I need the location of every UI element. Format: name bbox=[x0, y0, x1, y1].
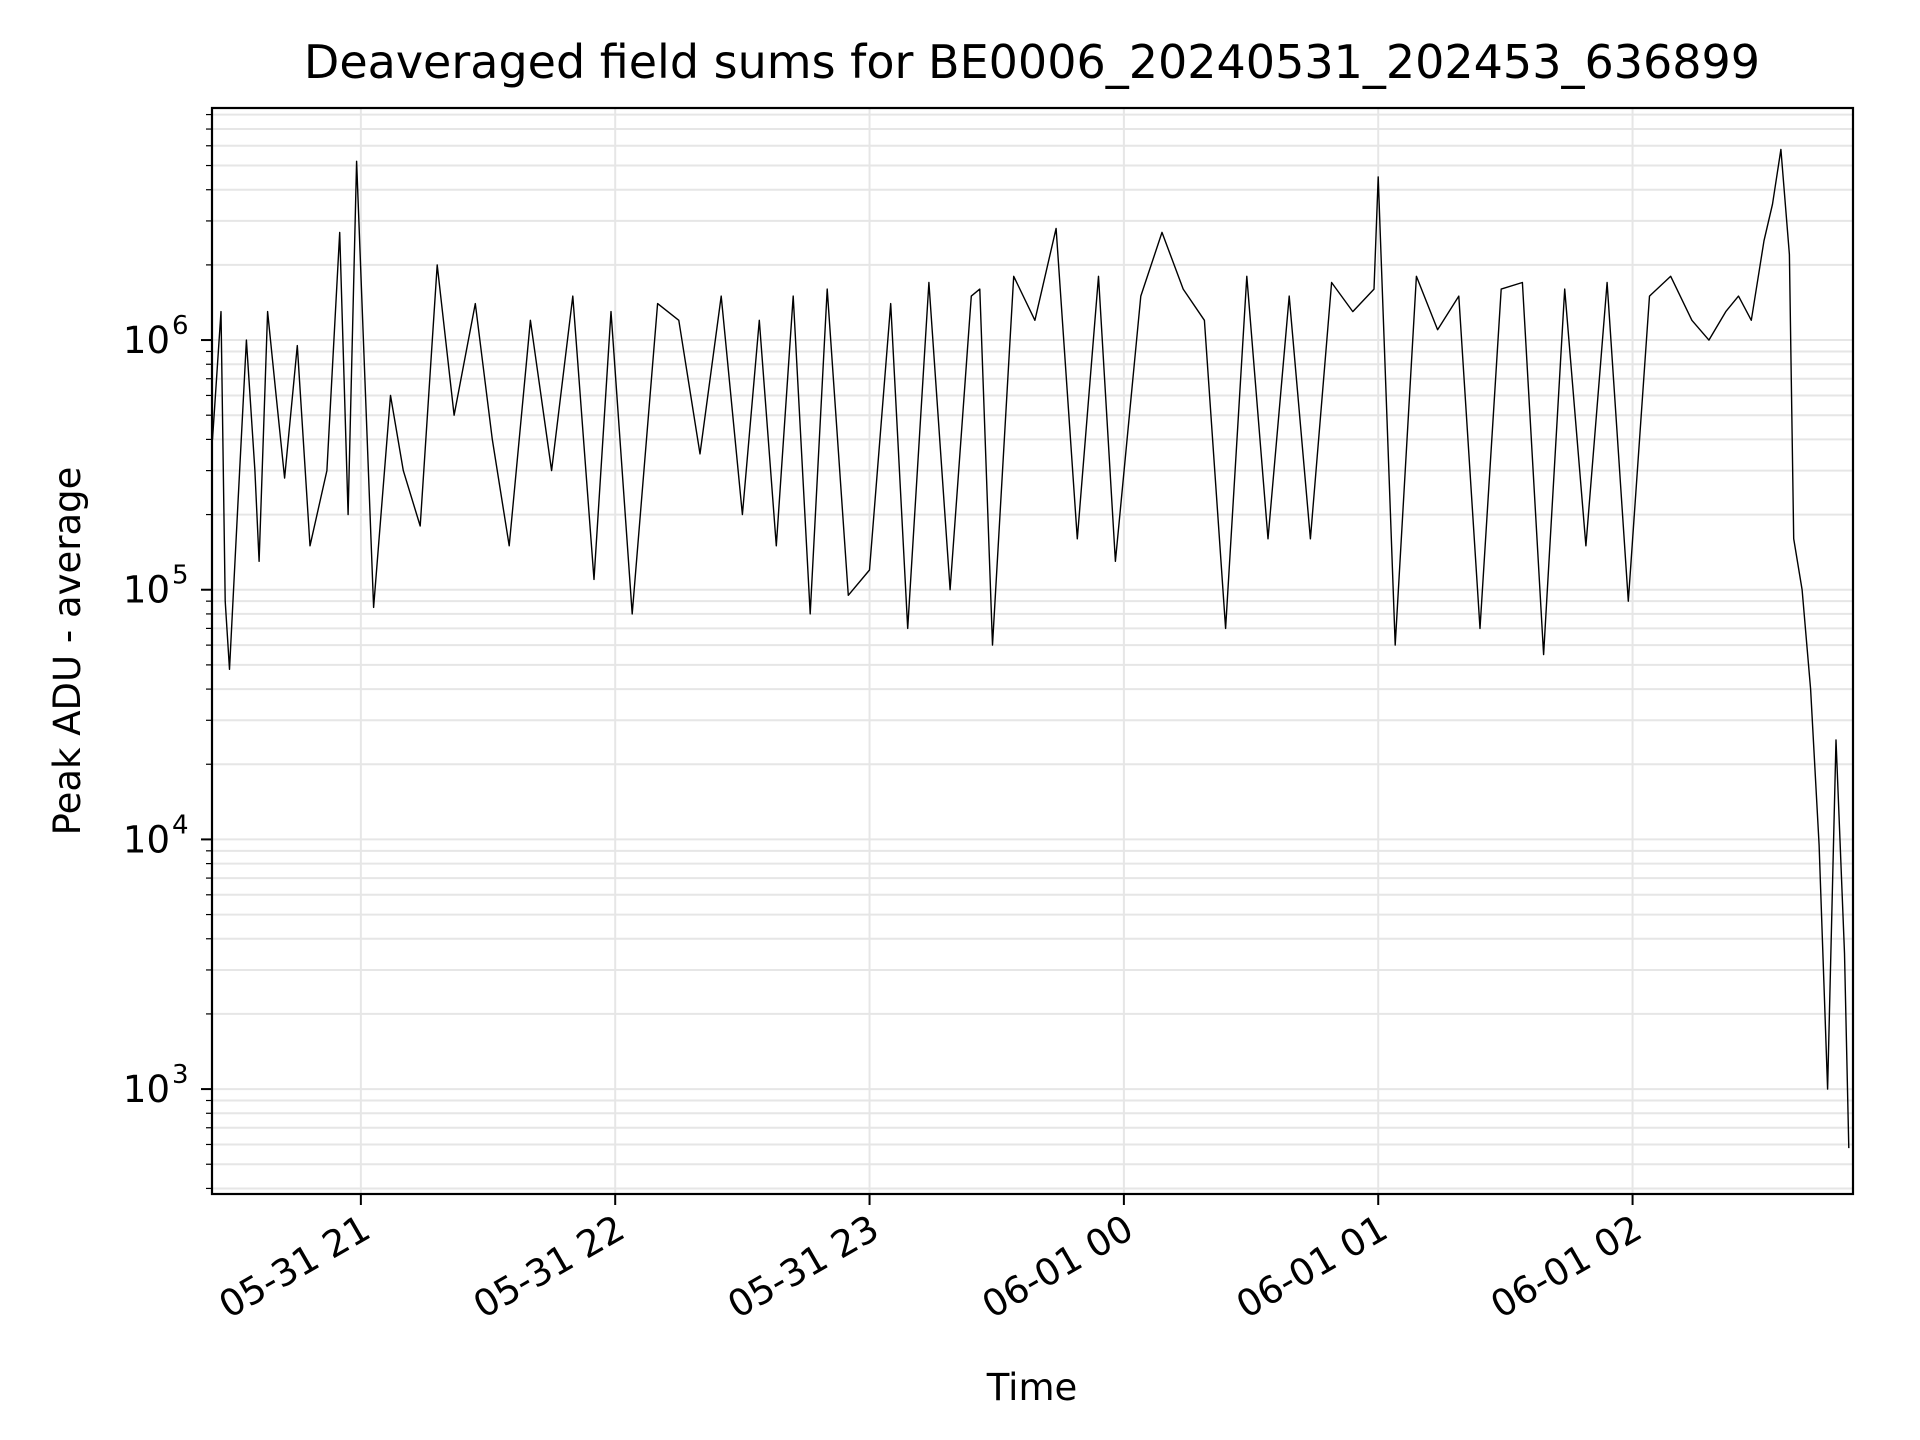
x-axis-label: Time bbox=[986, 1366, 1078, 1409]
y-tick-label: 10 bbox=[123, 818, 170, 861]
grid bbox=[212, 108, 1853, 1194]
y-tick-exponent: 4 bbox=[172, 810, 189, 840]
y-tick-exponent: 3 bbox=[172, 1060, 189, 1090]
y-tick-label: 10 bbox=[123, 319, 170, 362]
chart-title: Deaveraged field sums for BE0006_2024053… bbox=[304, 35, 1760, 89]
plot-frame bbox=[210, 106, 1855, 1196]
y-tick-label: 10 bbox=[123, 569, 170, 612]
y-tick-label: 10 bbox=[123, 1068, 170, 1111]
y-tick-exponent: 5 bbox=[172, 561, 189, 591]
series-line bbox=[211, 148, 1850, 1149]
y-axis-label: Peak ADU - average bbox=[46, 467, 89, 836]
y-tick-exponent: 6 bbox=[172, 311, 189, 341]
